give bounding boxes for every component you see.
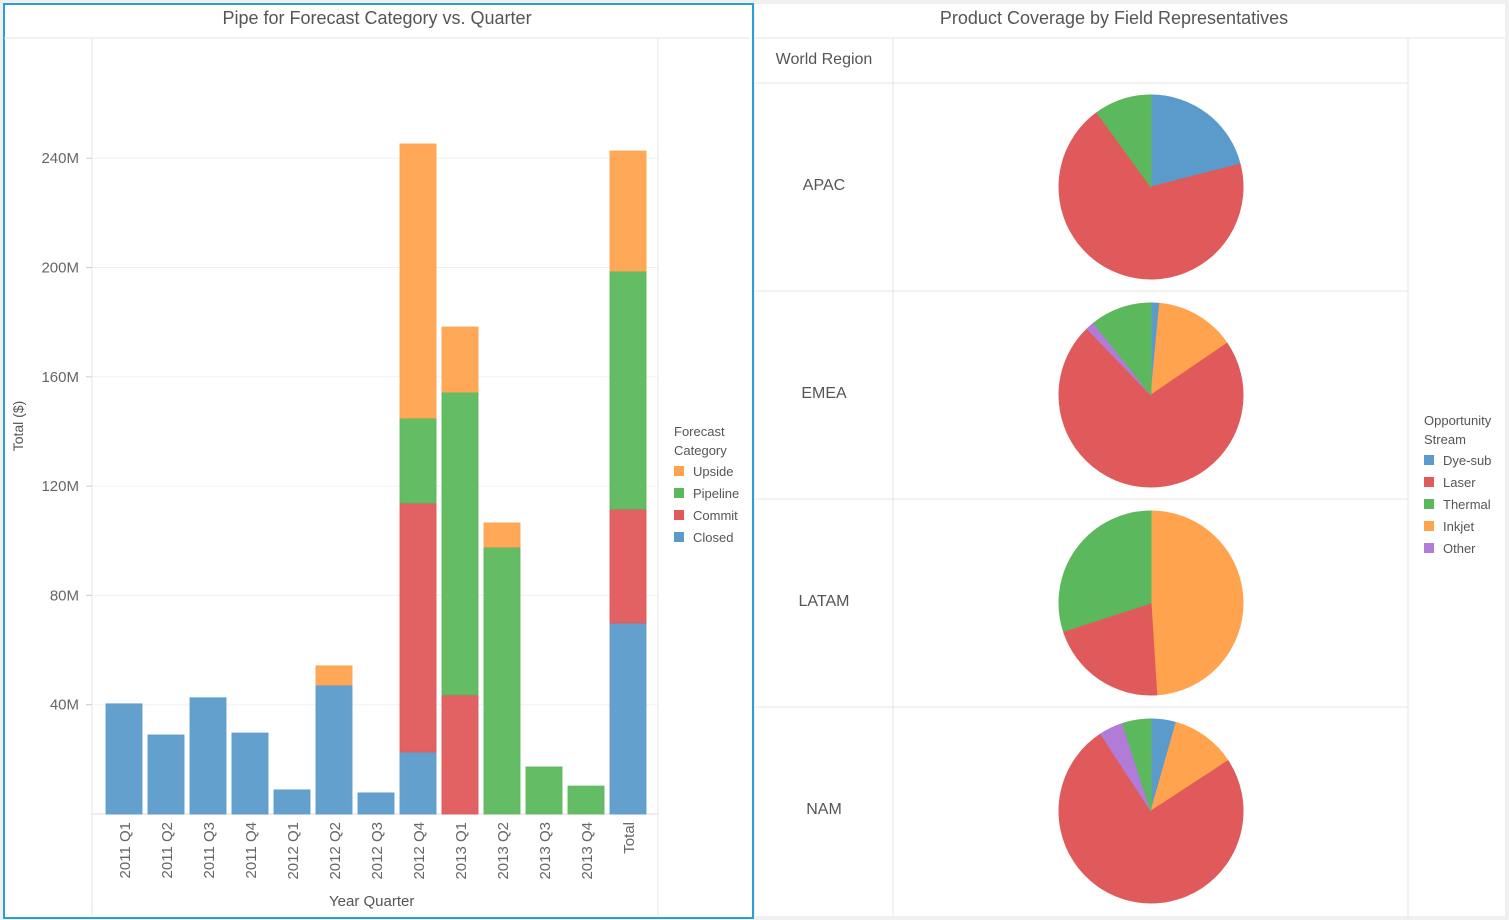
x-tick-label: 2013 Q3 [537,822,554,880]
x-tick-label: 2012 Q4 [411,822,428,880]
legend-item-inkjet[interactable]: Inkjet [1424,515,1499,537]
legend-item-commit[interactable]: Commit [674,504,739,526]
bar-segment-upside [441,326,479,393]
legend-swatch [1424,499,1434,509]
region-label: LATAM [798,593,850,610]
legend-swatch [1424,521,1434,531]
legend-item-closed[interactable]: Closed [674,526,739,548]
x-tick-label: 2012 Q3 [369,822,386,880]
x-tick-label: 2011 Q4 [243,822,260,878]
legend-swatch [674,510,684,520]
pie-chart-title: Product Coverage by Field Representative… [939,8,1289,28]
legend-label: Laser [1443,474,1476,490]
y-tick-label: 40M [50,697,79,714]
x-tick-label: 2013 Q1 [453,822,470,880]
bar-chart: 40M 80M 120M 160M 200M 240M 2011 Q1 2011 Q2 2011… [4,37,750,916]
region-label: EMEA [801,385,847,402]
bar-segment-upside [609,150,647,272]
legend-swatch [674,488,684,498]
bar-segment-pipeline [567,785,605,815]
bar-segment-pipeline [483,546,521,815]
legend-item-upside[interactable]: Upside [674,460,739,482]
legend-label: Pipeline [693,485,740,501]
legend-label: Other [1443,540,1476,556]
pie-slice-inkjet [1150,510,1244,696]
bar-segment-closed [399,751,437,815]
legend-item-pipeline[interactable]: Pipeline [674,482,739,504]
y-axis-label: Total ($) [10,400,26,452]
legend-title: Forecast Category [674,424,727,458]
x-tick-label: 2012 Q2 [327,822,344,880]
pie-slice-thermal [1058,510,1152,632]
pie-slice-laser [1058,733,1244,904]
legend-label: Inkjet [1443,518,1475,534]
legend-label: Thermal [1443,496,1491,512]
x-axis-label: Year Quarter [329,893,415,910]
world-region-header: World Region [775,51,873,68]
bar-segment-pipeline [441,391,479,696]
bar-segment-closed [147,734,185,815]
region-label: NAM [806,801,842,818]
legend-item-thermal[interactable]: Thermal [1424,493,1499,515]
y-tick-label: 200M [41,260,79,277]
legend-swatch [1424,543,1434,553]
bar-segment-closed [357,792,395,815]
x-tick-label: 2013 Q4 [579,822,596,880]
pie-slice-thermal [1093,302,1152,396]
bar-chart-title: Pipe for Forecast Category vs. Quarter [222,8,532,28]
forecast-legend: Forecast Category Upside Pipeline Commit Cl… [674,422,739,548]
y-tick-label: 240M [41,150,79,167]
pie-slice-laser [1058,328,1244,488]
pie-slice-inkjet [1150,302,1228,396]
legend-title: Opportunity Stream [1424,413,1492,447]
bar-segment-commit [609,508,647,624]
bar-segment-commit [399,502,437,753]
y-tick-label: 80M [50,587,79,604]
bar-segment-closed [105,703,143,815]
x-tick-label: 2011 Q2 [159,822,176,878]
legend-label: Closed [693,529,734,545]
pie-slice-laser [1058,112,1244,280]
legend-label: Upside [693,463,734,479]
pie-slice-thermal [1122,718,1152,812]
y-tick-label: 120M [41,478,79,495]
bar-segment-pipeline [399,417,437,504]
legend-item-other[interactable]: Other [1424,537,1499,559]
bar-segment-closed [189,697,227,815]
legend-swatch [1424,477,1434,487]
bar-segment-closed [609,622,647,815]
bar-segment-closed [273,789,311,815]
bar-segment-pipeline [525,766,563,815]
bar-segment-pipeline [609,270,647,510]
x-tick-label: 2011 Q3 [201,822,218,878]
bar-segment-upside [315,665,353,686]
legend-label: Commit [693,507,738,523]
x-tick-label: 2011 Q1 [117,822,134,878]
x-tick-label: 2013 Q2 [495,822,512,880]
legend-item-laser[interactable]: Laser [1424,471,1499,493]
bar-segment-closed [315,684,353,815]
pie-slice-laser [1063,602,1158,696]
pie-slice-dye-sub [1150,94,1241,188]
region-label: APAC [802,177,846,194]
legend-swatch [1424,455,1434,465]
legend-swatch [674,466,684,476]
opportunity-legend: Opportunity Stream Dye-sub Laser Thermal In… [1424,411,1499,559]
bar-segment-closed [231,732,269,815]
bar-segment-upside [483,522,521,548]
bar-segment-commit [441,694,479,815]
legend-swatch [674,532,684,542]
pie-slice-thermal [1096,94,1152,188]
y-tick-label: 160M [41,369,79,386]
x-tick-label: 2012 Q1 [285,822,302,880]
pie-slice-inkjet [1150,721,1229,812]
legend-item-dye-sub[interactable]: Dye-sub [1424,449,1499,471]
bar-segment-upside [399,143,437,419]
legend-label: Dye-sub [1443,452,1492,468]
x-tick-label: Total [621,822,638,854]
